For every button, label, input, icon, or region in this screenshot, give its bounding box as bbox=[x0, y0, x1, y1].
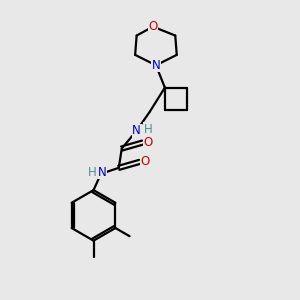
Text: O: O bbox=[148, 20, 158, 33]
Text: H: H bbox=[143, 123, 152, 136]
Text: N: N bbox=[98, 166, 107, 179]
Text: N: N bbox=[132, 124, 141, 137]
Text: O: O bbox=[143, 136, 152, 149]
Text: H: H bbox=[88, 166, 96, 179]
Text: O: O bbox=[140, 155, 150, 168]
Text: N: N bbox=[152, 59, 160, 72]
